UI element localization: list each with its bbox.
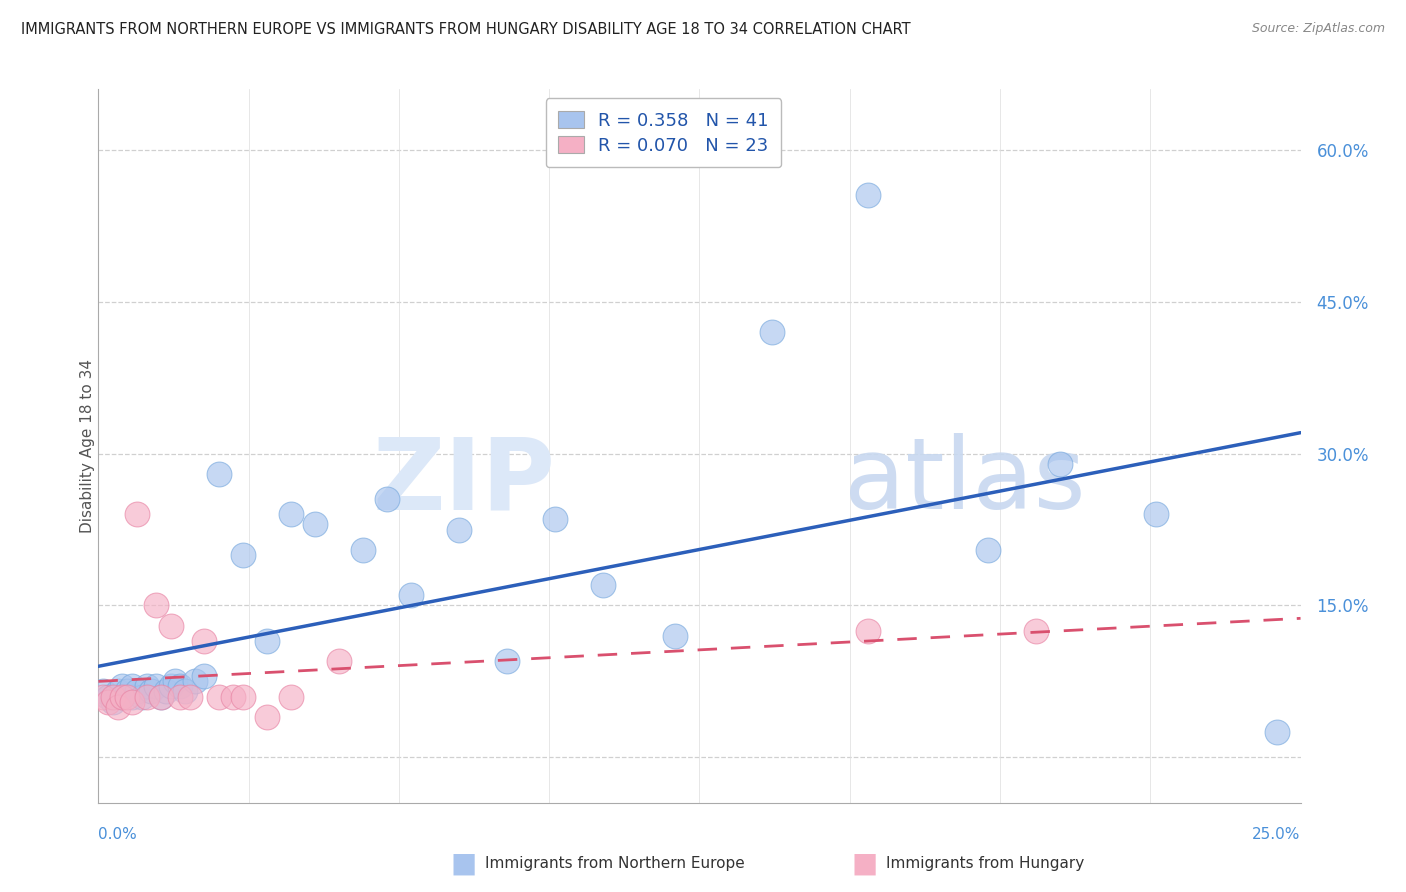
- Point: [111, 690, 134, 704]
- Text: Immigrants from Northern Europe: Immigrants from Northern Europe: [485, 856, 745, 871]
- Point: [352, 542, 374, 557]
- Text: ■: ■: [852, 849, 877, 878]
- Point: [664, 629, 686, 643]
- Point: [101, 695, 124, 709]
- Point: [149, 690, 172, 704]
- Text: Source: ZipAtlas.com: Source: ZipAtlas.com: [1251, 22, 1385, 36]
- Legend: R = 0.358   N = 41, R = 0.070   N = 23: R = 0.358 N = 41, R = 0.070 N = 23: [546, 98, 782, 168]
- Point: [544, 512, 567, 526]
- Point: [111, 680, 134, 694]
- Point: [977, 542, 1000, 557]
- Point: [121, 695, 143, 709]
- Point: [145, 599, 167, 613]
- Point: [121, 690, 143, 704]
- Point: [155, 684, 177, 698]
- Point: [174, 684, 197, 698]
- Point: [117, 690, 139, 704]
- Point: [232, 690, 254, 704]
- Point: [856, 624, 879, 638]
- Point: [97, 695, 120, 709]
- Point: [256, 710, 278, 724]
- Point: [280, 690, 302, 704]
- Point: [328, 654, 350, 668]
- Point: [101, 690, 124, 704]
- Point: [447, 523, 470, 537]
- Point: [183, 674, 205, 689]
- Text: IMMIGRANTS FROM NORTHERN EUROPE VS IMMIGRANTS FROM HUNGARY DISABILITY AGE 18 TO : IMMIGRANTS FROM NORTHERN EUROPE VS IMMIG…: [21, 22, 911, 37]
- Point: [592, 578, 614, 592]
- Point: [179, 690, 201, 704]
- Point: [121, 680, 143, 694]
- Point: [97, 690, 120, 704]
- Point: [1025, 624, 1047, 638]
- Point: [1265, 725, 1288, 739]
- Point: [1049, 457, 1071, 471]
- Point: [145, 680, 167, 694]
- Point: [169, 690, 191, 704]
- Point: [208, 690, 231, 704]
- Point: [107, 699, 129, 714]
- Text: 0.0%: 0.0%: [98, 827, 138, 841]
- Text: Immigrants from Hungary: Immigrants from Hungary: [886, 856, 1084, 871]
- Point: [1144, 508, 1167, 522]
- Point: [91, 690, 114, 704]
- Point: [141, 684, 163, 698]
- Text: ■: ■: [451, 849, 477, 878]
- Point: [280, 508, 302, 522]
- Point: [131, 690, 153, 704]
- Point: [256, 633, 278, 648]
- Point: [125, 508, 148, 522]
- Point: [125, 684, 148, 698]
- Point: [232, 548, 254, 562]
- Point: [496, 654, 519, 668]
- Point: [222, 690, 245, 704]
- Point: [159, 618, 181, 632]
- Point: [208, 467, 231, 481]
- Point: [193, 633, 215, 648]
- Point: [107, 684, 129, 698]
- Point: [169, 680, 191, 694]
- Point: [193, 669, 215, 683]
- Point: [399, 588, 422, 602]
- Point: [135, 690, 157, 704]
- Point: [761, 325, 783, 339]
- Point: [117, 684, 139, 698]
- Point: [149, 690, 172, 704]
- Point: [111, 690, 134, 704]
- Point: [375, 492, 398, 507]
- Point: [135, 680, 157, 694]
- Point: [159, 680, 181, 694]
- Text: ZIP: ZIP: [373, 434, 555, 530]
- Point: [856, 188, 879, 202]
- Y-axis label: Disability Age 18 to 34: Disability Age 18 to 34: [80, 359, 94, 533]
- Point: [91, 684, 114, 698]
- Text: atlas: atlas: [844, 434, 1085, 530]
- Text: 25.0%: 25.0%: [1253, 827, 1301, 841]
- Point: [304, 517, 326, 532]
- Point: [165, 674, 187, 689]
